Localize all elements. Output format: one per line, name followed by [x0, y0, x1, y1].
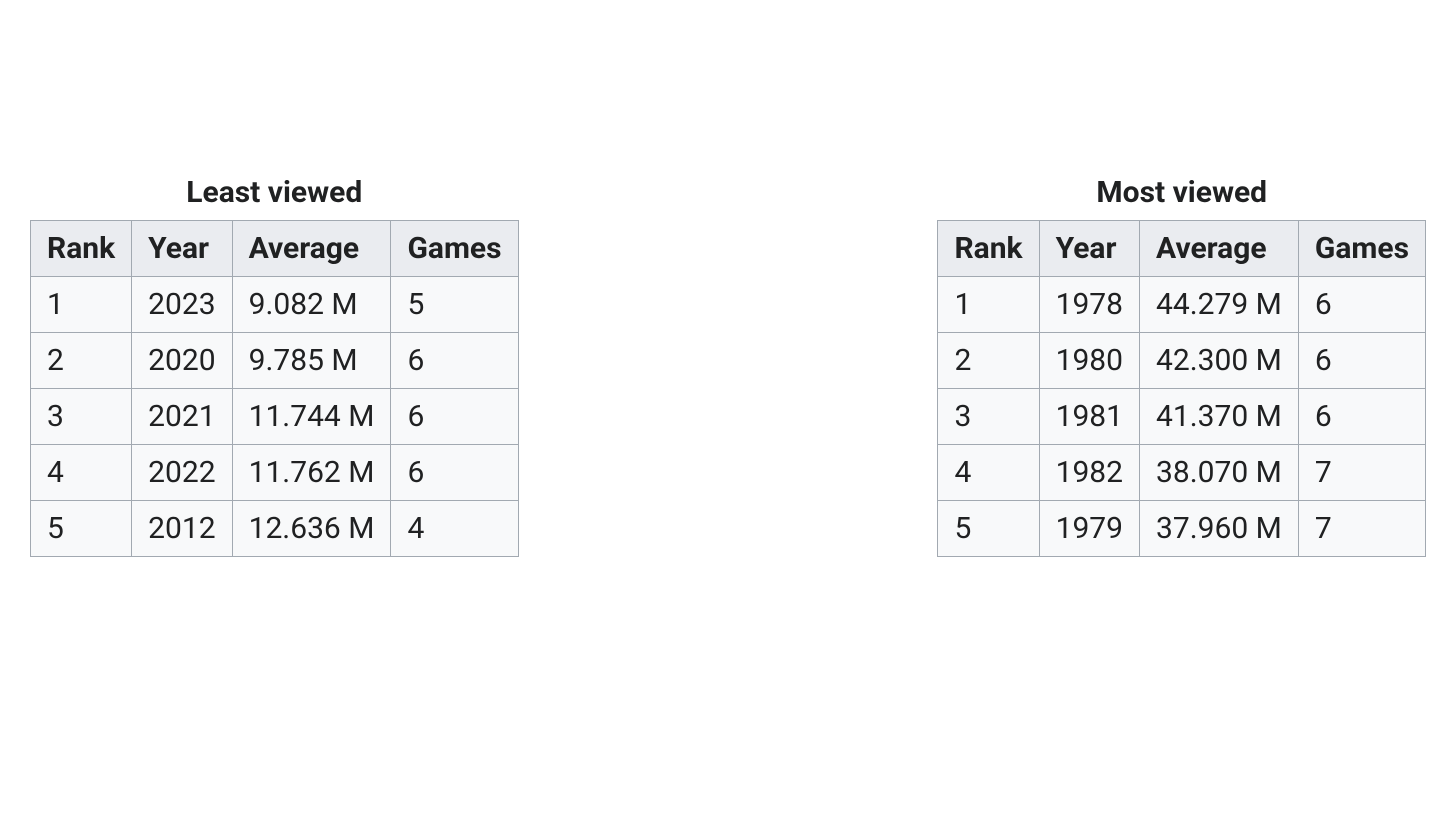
- cell-games: 6: [1298, 277, 1425, 333]
- cell-rank: 2: [31, 333, 132, 389]
- cell-year: 1982: [1039, 445, 1139, 501]
- cell-average: 41.370 M: [1140, 389, 1299, 445]
- cell-average: 38.070 M: [1140, 445, 1299, 501]
- table-row: 1 1978 44.279 M 6: [938, 277, 1426, 333]
- cell-rank: 1: [31, 277, 132, 333]
- cell-rank: 3: [938, 389, 1039, 445]
- cell-rank: 2: [938, 333, 1039, 389]
- cell-games: 7: [1298, 501, 1425, 557]
- most-viewed-block: Most viewed Rank Year Average Games 1 19…: [937, 175, 1426, 557]
- table-header-row: Rank Year Average Games: [31, 221, 519, 277]
- cell-rank: 1: [938, 277, 1039, 333]
- cell-rank: 5: [938, 501, 1039, 557]
- col-average: Average: [1140, 221, 1299, 277]
- cell-games: 6: [391, 445, 518, 501]
- tables-container: Least viewed Rank Year Average Games 1 2…: [0, 0, 1456, 557]
- least-viewed-table: Rank Year Average Games 1 2023 9.082 M 5…: [30, 220, 519, 557]
- cell-games: 4: [391, 501, 518, 557]
- table-row: 5 1979 37.960 M 7: [938, 501, 1426, 557]
- cell-average: 9.082 M: [232, 277, 391, 333]
- least-viewed-block: Least viewed Rank Year Average Games 1 2…: [30, 175, 519, 557]
- table-header-row: Rank Year Average Games: [938, 221, 1426, 277]
- cell-year: 1981: [1039, 389, 1139, 445]
- cell-rank: 4: [938, 445, 1039, 501]
- least-viewed-caption: Least viewed: [186, 175, 362, 210]
- cell-games: 6: [1298, 389, 1425, 445]
- table-row: 3 1981 41.370 M 6: [938, 389, 1426, 445]
- cell-year: 1978: [1039, 277, 1139, 333]
- cell-average: 11.762 M: [232, 445, 391, 501]
- cell-year: 1979: [1039, 501, 1139, 557]
- cell-games: 6: [391, 333, 518, 389]
- cell-average: 44.279 M: [1140, 277, 1299, 333]
- cell-games: 6: [391, 389, 518, 445]
- col-games: Games: [1298, 221, 1425, 277]
- table-row: 4 1982 38.070 M 7: [938, 445, 1426, 501]
- cell-average: 9.785 M: [232, 333, 391, 389]
- table-row: 4 2022 11.762 M 6: [31, 445, 519, 501]
- table-row: 2 2020 9.785 M 6: [31, 333, 519, 389]
- cell-games: 7: [1298, 445, 1425, 501]
- col-year: Year: [132, 221, 232, 277]
- cell-average: 42.300 M: [1140, 333, 1299, 389]
- col-rank: Rank: [938, 221, 1039, 277]
- most-viewed-caption: Most viewed: [1096, 175, 1267, 210]
- table-row: 2 1980 42.300 M 6: [938, 333, 1426, 389]
- cell-average: 12.636 M: [232, 501, 391, 557]
- table-row: 3 2021 11.744 M 6: [31, 389, 519, 445]
- cell-year: 1980: [1039, 333, 1139, 389]
- cell-year: 2021: [132, 389, 232, 445]
- most-viewed-table: Rank Year Average Games 1 1978 44.279 M …: [937, 220, 1426, 557]
- cell-average: 11.744 M: [232, 389, 391, 445]
- cell-games: 6: [1298, 333, 1425, 389]
- cell-average: 37.960 M: [1140, 501, 1299, 557]
- cell-year: 2012: [132, 501, 232, 557]
- table-row: 5 2012 12.636 M 4: [31, 501, 519, 557]
- cell-games: 5: [391, 277, 518, 333]
- cell-rank: 5: [31, 501, 132, 557]
- cell-year: 2022: [132, 445, 232, 501]
- col-year: Year: [1039, 221, 1139, 277]
- cell-year: 2023: [132, 277, 232, 333]
- cell-year: 2020: [132, 333, 232, 389]
- cell-rank: 4: [31, 445, 132, 501]
- col-rank: Rank: [31, 221, 132, 277]
- table-row: 1 2023 9.082 M 5: [31, 277, 519, 333]
- col-games: Games: [391, 221, 518, 277]
- cell-rank: 3: [31, 389, 132, 445]
- col-average: Average: [232, 221, 391, 277]
